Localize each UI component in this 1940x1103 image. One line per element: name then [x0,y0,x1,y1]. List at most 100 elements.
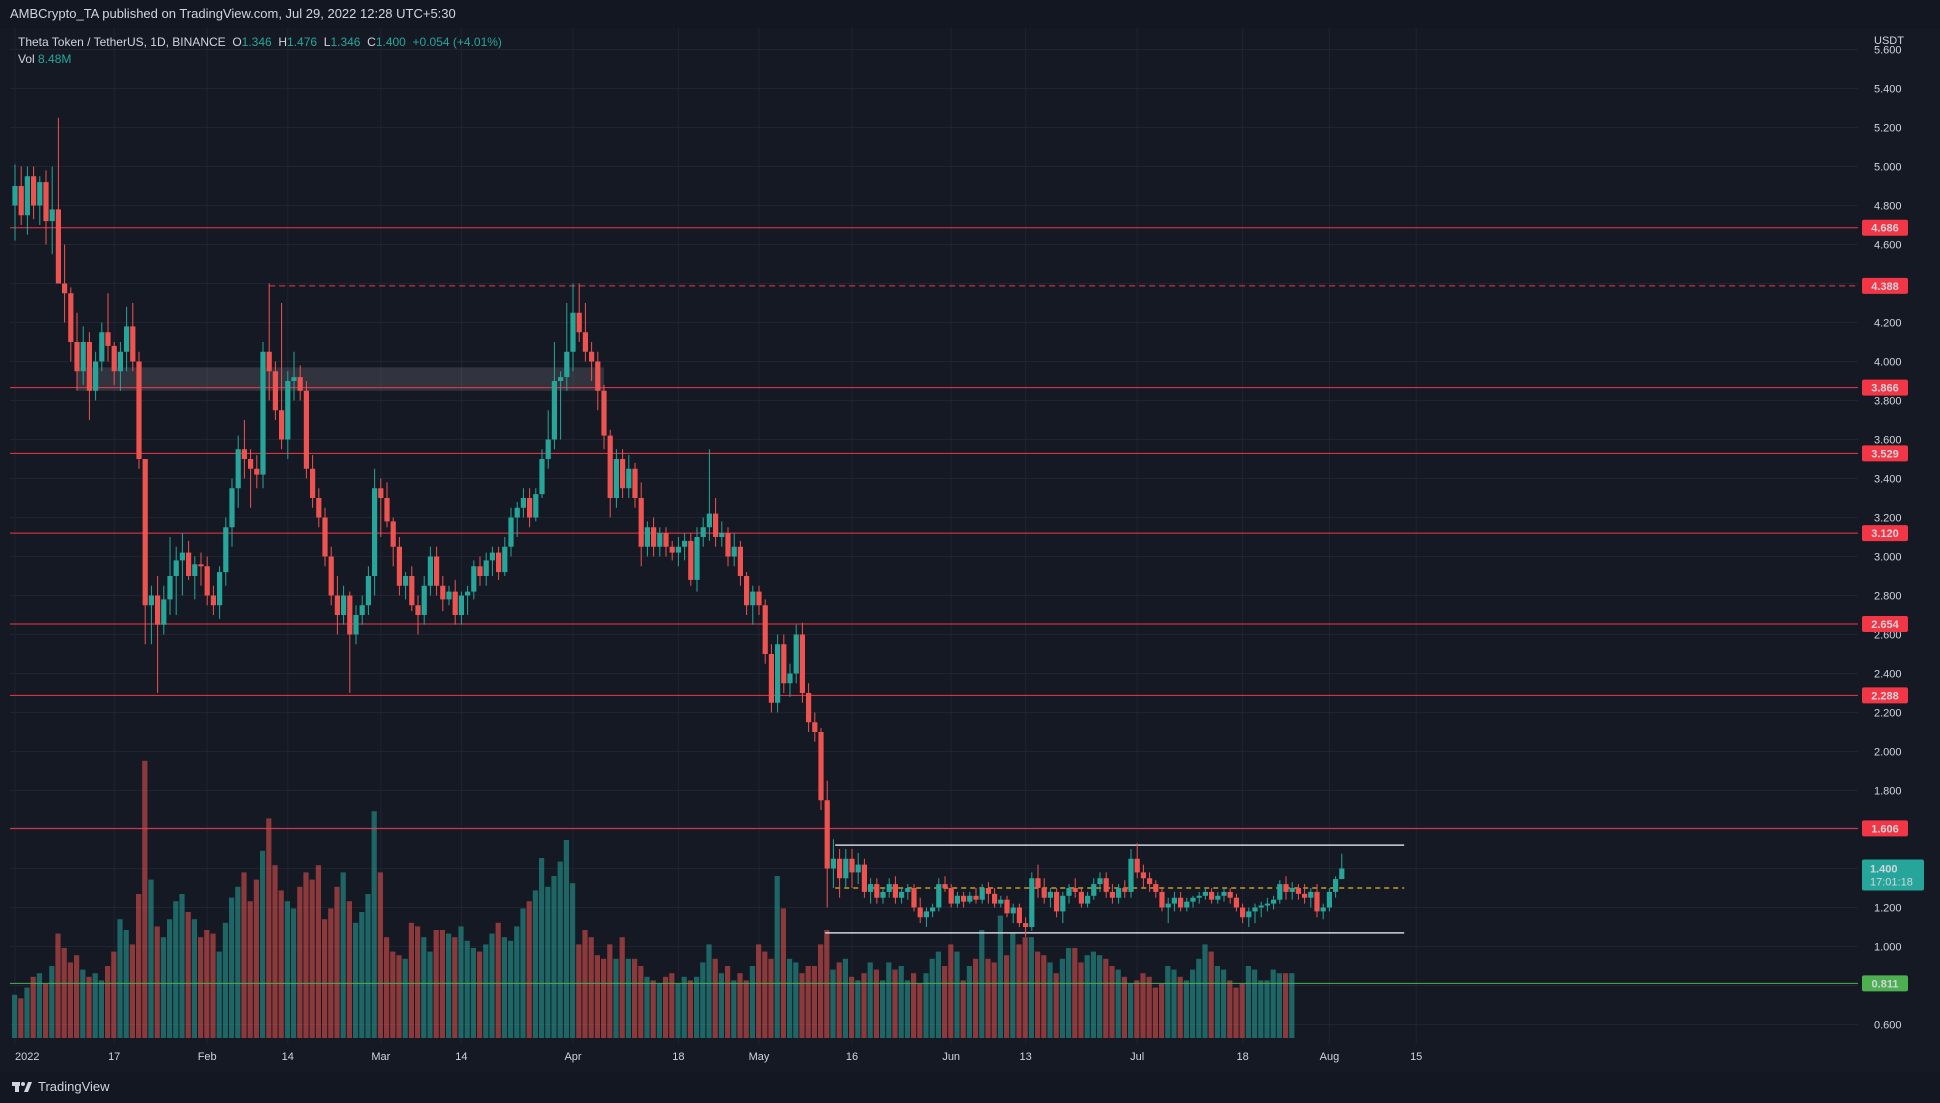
volume-bar [1004,955,1010,1038]
volume-bar [198,937,204,1038]
close-label: C [367,35,376,49]
volume-bar [743,980,749,1038]
candle-body [1165,903,1171,908]
time-tick-label: Feb [198,1051,217,1063]
candle-body [663,533,669,547]
candle-body [1326,891,1332,908]
volume-bar [12,994,18,1038]
candle-body [390,521,396,547]
candle-body [465,591,471,596]
low-value: 1.346 [330,35,361,49]
candle-body [899,891,905,898]
candle-body [99,332,105,362]
volume-bar [1190,969,1196,1038]
price-tick-label: 2.800 [1874,591,1902,603]
time-tick-label: 16 [846,1051,858,1063]
candle-body [1010,907,1016,914]
volume-bar [954,951,960,1038]
candle-body [527,498,533,518]
volume-bar [1270,969,1276,1038]
candle-body [1060,895,1066,912]
candle-body [675,546,681,553]
level-price-label: 3.120 [1871,528,1899,540]
candle-body [936,884,942,908]
time-tick-label: Mar [371,1051,390,1063]
volume-bar [1252,969,1258,1038]
countdown-label: 17:01:18 [1870,877,1913,889]
candle-body [731,546,737,557]
volume-bar [1159,984,1165,1038]
tradingview-logo[interactable]: TradingView [12,1079,110,1094]
candle-body [719,533,725,537]
supply-zone [77,367,604,391]
candle-body [657,533,663,547]
candle-body [155,595,161,625]
candle-body [806,693,812,723]
volume-bar [408,922,414,1038]
candle-body [589,351,595,362]
candle-body [18,186,24,216]
price-chart[interactable]: USDT5.6005.4005.2005.0004.8004.6004.4004… [0,0,1940,1072]
candle-body [198,564,204,567]
time-tick-label: Aug [1320,1051,1340,1063]
current-price-label: 1.400 [1870,864,1898,876]
volume-bar [55,933,61,1038]
price-tick-label: 2.400 [1874,669,1902,681]
candle-body [1196,895,1202,898]
volume-bar [92,973,98,1038]
candle-body [613,459,619,498]
low-label: L [323,35,331,49]
volume-bar [904,980,910,1038]
candle-body [1221,891,1227,896]
candle-body [1190,897,1196,902]
candle-body [1122,888,1128,892]
volume-bar [1177,976,1183,1038]
level-price-tag [1862,687,1908,704]
candle-body [223,527,229,573]
candle-body [378,488,384,498]
candle-body [651,527,657,547]
candle-body [713,513,719,537]
candle-body [1159,891,1165,908]
volume-bar [191,919,197,1038]
volume-bar [315,865,321,1038]
time-tick-label: 15 [1410,1051,1422,1063]
chart-legend: Theta Token / TetherUS, 1D, BINANCE O1.3… [18,34,502,68]
high-label: H [278,35,288,49]
candle-body [1240,907,1246,918]
candle-body [787,673,793,684]
candle-body [353,615,359,635]
volume-bar [235,886,241,1038]
time-tick-label: 18 [672,1051,684,1063]
volume-bar [1140,973,1146,1038]
volume-bar [725,966,731,1038]
candle-body [632,468,638,498]
volume-bar [179,894,185,1038]
volume-bar [1146,976,1152,1038]
price-tick-label: 4.600 [1874,240,1902,252]
candle-body [471,566,477,592]
volume-bar [799,973,805,1038]
volume-bar [160,937,166,1038]
candle-body [1140,872,1146,879]
time-tick-label: 14 [455,1051,467,1063]
price-tick-label: 2.000 [1874,747,1902,759]
volume-bar [1022,937,1028,1038]
volume-bar [415,926,421,1038]
candle-body [954,895,960,904]
level-price-tag [1862,277,1908,294]
candle-body [1320,907,1326,912]
candle-body [117,351,123,372]
candle-body [241,449,247,459]
volume-bar [204,930,210,1038]
candle-body [322,517,328,557]
candle-body [130,326,136,362]
candle-body [700,527,706,537]
candle-body [756,591,762,606]
volume-bar [1283,973,1289,1038]
volume-bar [824,930,830,1038]
volume-bar [123,930,129,1038]
volume-bar [991,962,997,1038]
candle-body [905,888,911,892]
volume-bar [1183,980,1189,1038]
